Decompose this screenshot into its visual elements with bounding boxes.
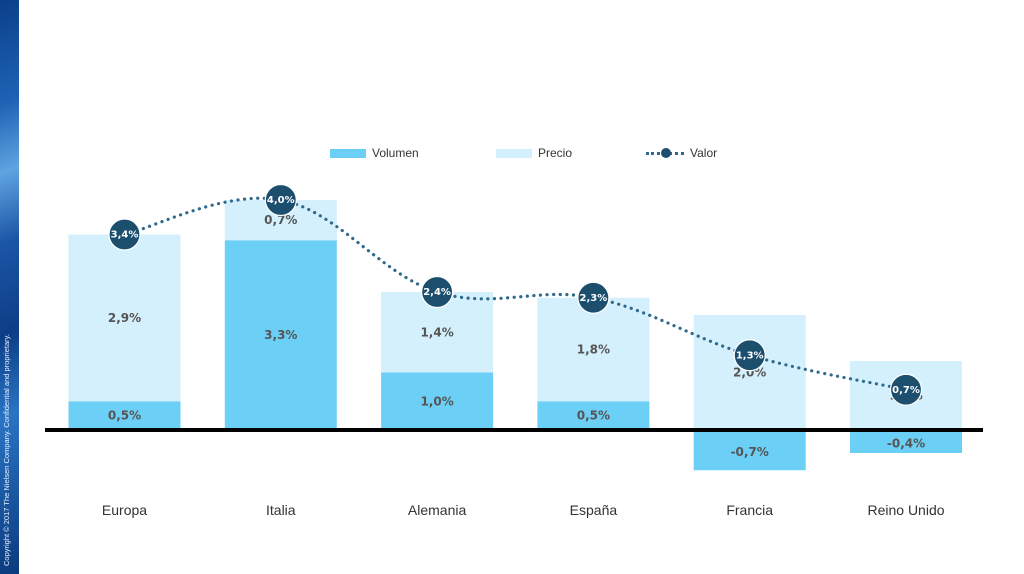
- bar-volumen: [850, 430, 962, 453]
- data-label-precio: 1,4%: [420, 325, 453, 339]
- legend-item-valor: Valor: [646, 144, 717, 162]
- x-tick-label: España: [570, 502, 618, 518]
- marker-valor: [577, 281, 610, 314]
- data-label-volumen: -0,4%: [887, 437, 925, 451]
- bar-volumen: [693, 430, 806, 471]
- legend-label-volumen: Volumen: [372, 146, 419, 160]
- data-label-valor: 4,0%: [267, 195, 295, 206]
- data-label-precio: 0,7%: [264, 213, 297, 227]
- marker-valor: [108, 218, 141, 251]
- bar-precio: [693, 315, 806, 430]
- marker-valor: [889, 373, 923, 406]
- bar-precio: [68, 234, 181, 402]
- marker-valor: [733, 339, 766, 372]
- legend-label-precio: Precio: [538, 146, 573, 160]
- bar-volumen: [381, 372, 494, 430]
- marker-valor: [421, 275, 454, 309]
- data-label-volumen: -0,7%: [731, 445, 769, 459]
- decorative-side-strip: Copyright © 2017 The Nielsen Company. Co…: [0, 0, 19, 574]
- x-tick-label: Alemania: [408, 502, 467, 518]
- data-label-valor: 2,3%: [580, 293, 608, 304]
- data-label-volumen: 1,0%: [420, 394, 453, 408]
- bar-volumen: [537, 401, 650, 430]
- x-tick-label: Francia: [726, 502, 773, 518]
- marker-valor: [264, 183, 297, 217]
- x-tick-label: Reino Unido: [867, 502, 944, 518]
- legend-swatch-precio: [496, 148, 532, 158]
- data-label-volumen: 3,3%: [264, 328, 297, 342]
- legend-swatch-volumen: [330, 148, 366, 158]
- x-tick-label: Italia: [266, 502, 296, 518]
- legend-item-precio: Precio: [496, 144, 572, 162]
- bar-volumen: [224, 240, 337, 430]
- data-label-valor: 2,4%: [423, 287, 451, 298]
- data-label-volumen: 0,5%: [108, 409, 141, 423]
- legend-swatch-valor: [646, 147, 684, 159]
- data-label-valor: 3,4%: [111, 230, 139, 241]
- bar-precio: [537, 297, 650, 402]
- data-label-valor: 0,7%: [892, 385, 920, 396]
- data-label-precio: 2,9%: [108, 311, 141, 325]
- data-label-volumen: 0,5%: [577, 409, 610, 423]
- line-valor: [122, 196, 908, 392]
- legend-item-volumen: Volumen: [330, 144, 419, 162]
- bar-volumen: [68, 401, 181, 430]
- chart-legend: Volumen Precio Valor: [0, 144, 1024, 162]
- data-label-valor: 1,3%: [736, 350, 764, 361]
- x-tick-label: Europa: [102, 502, 147, 518]
- legend-label-valor: Valor: [690, 146, 718, 160]
- data-label-precio: 1,8%: [577, 343, 610, 357]
